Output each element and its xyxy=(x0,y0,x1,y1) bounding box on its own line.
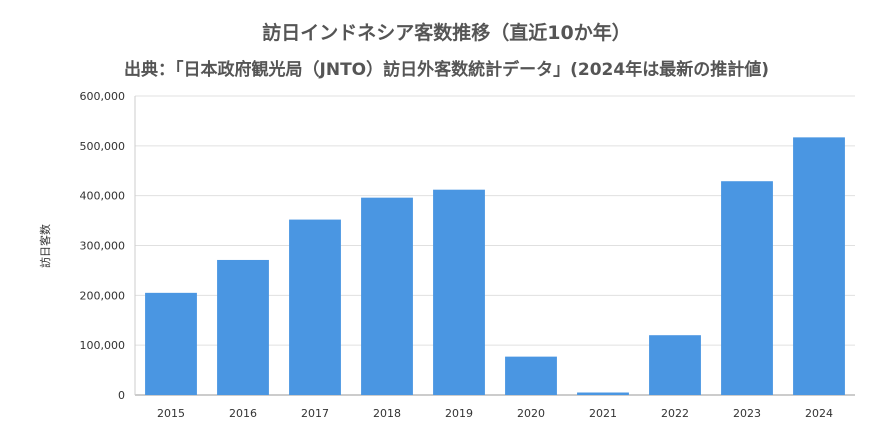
x-tick-label: 2024 xyxy=(805,407,833,420)
x-tick-label: 2015 xyxy=(157,407,185,420)
y-tick-label: 300,000 xyxy=(80,240,126,253)
chart-subtitle: 出典：「日本政府観光局（JNTO）訪日外客数統計データ」(2024年は最新の推計… xyxy=(124,60,769,80)
bar-2021[interactable] xyxy=(577,392,629,395)
x-tick-label: 2016 xyxy=(229,407,257,420)
bar-2016[interactable] xyxy=(217,259,269,395)
bar-2018[interactable] xyxy=(361,197,413,395)
y-tick-label: 0 xyxy=(118,389,125,402)
bars xyxy=(145,137,845,395)
bar-2019[interactable] xyxy=(433,189,485,395)
bar-2022[interactable] xyxy=(649,335,701,395)
x-axis-ticks: 2015 2016 2017 2018 2019 2020 2021 2022 2023 2024 xyxy=(157,407,833,420)
x-tick-label: 2020 xyxy=(517,407,545,420)
y-axis-ticks: 0 100,000 200,000 300,000 400,000 500,000 600,… xyxy=(80,90,126,402)
bar-2017[interactable] xyxy=(289,219,341,395)
y-tick-label: 500,000 xyxy=(80,140,126,153)
y-tick-label: 200,000 xyxy=(80,289,126,302)
x-tick-label: 2022 xyxy=(661,407,689,420)
y-tick-label: 100,000 xyxy=(80,339,126,352)
x-tick-label: 2021 xyxy=(589,407,617,420)
x-tick-label: 2017 xyxy=(301,407,329,420)
bar-2023[interactable] xyxy=(721,181,773,395)
y-tick-label: 600,000 xyxy=(80,90,126,103)
chart-title: 訪日インドネシア客数推移（直近10か年） xyxy=(262,22,631,44)
bar-2015[interactable] xyxy=(145,292,197,395)
y-tick-label: 400,000 xyxy=(80,190,126,203)
x-tick-label: 2019 xyxy=(445,407,473,420)
bar-2024[interactable] xyxy=(793,137,845,395)
x-tick-label: 2018 xyxy=(373,407,401,420)
bar-2020[interactable] xyxy=(505,356,557,395)
x-tick-label: 2023 xyxy=(733,407,761,420)
